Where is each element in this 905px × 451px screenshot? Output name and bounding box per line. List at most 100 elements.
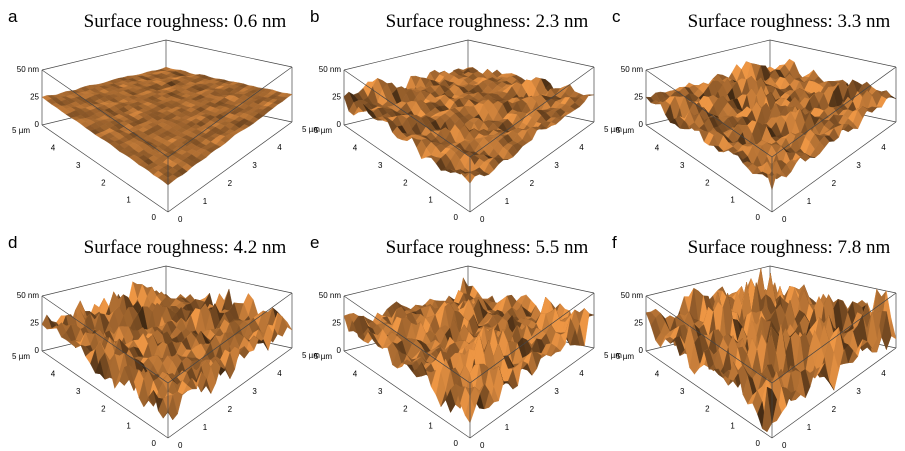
left-tick-label: 0 xyxy=(152,213,157,222)
left-tick-label: 3 xyxy=(680,161,685,170)
right-tick-label: 3 xyxy=(252,387,257,396)
right-tick-label: 0 xyxy=(178,215,183,224)
panel-letter: c xyxy=(612,7,621,26)
left-tick-label: 4 xyxy=(655,144,660,153)
panel-letter: f xyxy=(612,233,617,252)
left-tick-label: 1 xyxy=(126,196,131,205)
left-tick-label: 4 xyxy=(51,370,56,379)
left-tick-label: 5 µm xyxy=(314,126,332,135)
box-edge xyxy=(42,40,166,70)
right-tick-label: 4 xyxy=(277,143,282,152)
box-edge xyxy=(468,266,594,293)
left-tick-label: 2 xyxy=(101,178,106,187)
right-tick-label: 4 xyxy=(881,369,886,378)
left-tick-label: 1 xyxy=(428,196,433,205)
panel-title: Surface roughness: 3.3 nm xyxy=(688,11,891,32)
panel: d Surface roughness: 4.2 nm 50 nm 25 0 5 µm 4 3… xyxy=(8,233,320,450)
figure: aSurface roughness: 0.6 nm50 nm2505 µm43… xyxy=(0,0,905,451)
z-tick-label: 0 xyxy=(35,120,40,129)
panel-letter: a xyxy=(8,7,18,26)
left-tick-label: 1 xyxy=(428,422,433,431)
left-tick-label: 4 xyxy=(353,370,358,379)
right-tick-label: 0 xyxy=(480,441,485,450)
left-tick-label: 3 xyxy=(378,161,383,170)
z-tick-label: 25 xyxy=(30,319,39,328)
left-tick-label: 4 xyxy=(655,370,660,379)
right-tick-label: 1 xyxy=(203,423,208,432)
left-tick-label: 5 µm xyxy=(12,352,30,361)
right-tick-label: 1 xyxy=(203,197,208,206)
box-edge xyxy=(166,40,292,67)
z-tick-label: 25 xyxy=(332,319,341,328)
left-tick-label: 1 xyxy=(126,422,131,431)
panel-letter: e xyxy=(310,233,319,252)
z-tick-label: 25 xyxy=(332,93,341,102)
z-tick-label: 50 nm xyxy=(17,291,40,300)
left-tick-label: 5 µm xyxy=(12,126,30,135)
panel-title: Surface roughness: 4.2 nm xyxy=(84,237,287,258)
right-tick-label: 1 xyxy=(505,197,510,206)
z-tick-label: 50 nm xyxy=(17,65,40,74)
box-edge xyxy=(344,266,468,296)
z-tick-label: 0 xyxy=(35,346,40,355)
left-tick-label: 2 xyxy=(705,178,710,187)
right-tick-label: 4 xyxy=(881,143,886,152)
box-edge xyxy=(468,40,594,67)
z-tick-label: 25 xyxy=(634,319,643,328)
left-tick-label: 5 µm xyxy=(616,352,634,361)
panel-title: Surface roughness: 2.3 nm xyxy=(386,11,589,32)
left-tick-label: 3 xyxy=(76,387,81,396)
left-tick-label: 0 xyxy=(756,439,761,448)
z-tick-label: 0 xyxy=(337,120,342,129)
left-tick-label: 0 xyxy=(454,213,459,222)
left-tick-label: 3 xyxy=(680,387,685,396)
left-tick-label: 0 xyxy=(756,213,761,222)
z-tick-label: 25 xyxy=(30,93,39,102)
right-tick-label: 2 xyxy=(228,405,233,414)
right-tick-label: 1 xyxy=(807,423,812,432)
panel-letter: b xyxy=(310,7,319,26)
right-tick-label: 4 xyxy=(277,369,282,378)
left-tick-label: 0 xyxy=(454,439,459,448)
z-tick-label: 0 xyxy=(639,346,644,355)
left-tick-label: 3 xyxy=(378,387,383,396)
z-tick-label: 50 nm xyxy=(319,65,342,74)
right-tick-label: 3 xyxy=(554,161,559,170)
panel-title: Surface roughness: 7.8 nm xyxy=(688,237,891,258)
right-tick-label: 2 xyxy=(228,179,233,188)
panel: f Surface roughness: 7.8 nm 50 nm 25 0 5 µm 4 3… xyxy=(612,233,905,450)
right-tick-label: 0 xyxy=(782,441,787,450)
right-tick-label: 2 xyxy=(530,179,535,188)
panel: c Surface roughness: 3.3 nm 50 nm 25 0 5 µm 4 3… xyxy=(612,7,905,224)
panel: e Surface roughness: 5.5 nm 50 nm 25 0 5 µm 4 3… xyxy=(310,233,622,450)
right-tick-label: 1 xyxy=(807,197,812,206)
right-tick-label: 1 xyxy=(505,423,510,432)
right-tick-label: 3 xyxy=(856,387,861,396)
right-tick-label: 3 xyxy=(856,161,861,170)
z-tick-label: 0 xyxy=(337,346,342,355)
right-tick-label: 2 xyxy=(530,405,535,414)
left-tick-label: 5 µm xyxy=(616,126,634,135)
left-tick-label: 3 xyxy=(76,161,81,170)
left-tick-label: 4 xyxy=(353,144,358,153)
box-edge xyxy=(344,40,468,70)
panel: aSurface roughness: 0.6 nm50 nm2505 µm43… xyxy=(8,7,320,224)
panel-letter: d xyxy=(8,233,17,252)
right-tick-label: 0 xyxy=(782,215,787,224)
left-tick-label: 2 xyxy=(705,404,710,413)
left-tick-label: 0 xyxy=(152,439,157,448)
right-tick-label: 2 xyxy=(832,179,837,188)
left-tick-label: 2 xyxy=(101,404,106,413)
left-tick-label: 1 xyxy=(730,422,735,431)
right-tick-label: 0 xyxy=(480,215,485,224)
z-tick-label: 50 nm xyxy=(319,291,342,300)
left-tick-label: 2 xyxy=(403,404,408,413)
z-tick-label: 25 xyxy=(634,93,643,102)
left-tick-label: 4 xyxy=(51,144,56,153)
z-tick-label: 50 nm xyxy=(621,65,644,74)
left-tick-label: 1 xyxy=(730,196,735,205)
right-tick-label: 2 xyxy=(832,405,837,414)
left-tick-label: 5 µm xyxy=(314,352,332,361)
panel-title: Surface roughness: 5.5 nm xyxy=(386,237,589,258)
z-tick-label: 50 nm xyxy=(621,291,644,300)
